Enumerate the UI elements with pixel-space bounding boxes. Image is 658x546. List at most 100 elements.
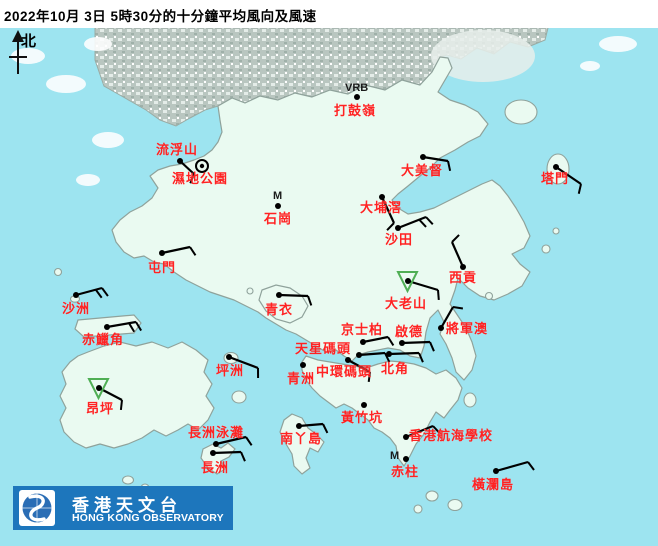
station-label-shek-kong: 石崗 — [264, 211, 293, 226]
wind-barb-shaft — [397, 215, 427, 230]
wind-barb-feather — [94, 289, 103, 299]
station-label-cheung-chau: 長洲 — [201, 460, 230, 475]
station-lamma-island — [296, 422, 329, 434]
station-dot — [399, 340, 405, 346]
station-dot — [403, 456, 409, 462]
wind-barb-feather — [432, 425, 441, 434]
station-label-ngong-ping: 昂坪 — [86, 401, 115, 416]
station-label-waglan-island: 橫瀾島 — [472, 477, 515, 492]
wind-barb-shaft — [495, 460, 529, 473]
station-stanley — [403, 456, 409, 462]
wind-barb-shaft — [555, 166, 582, 185]
station-dot — [354, 94, 360, 100]
map-new-territories — [111, 56, 531, 381]
station-dot — [405, 278, 411, 284]
hong-kong-base-map — [0, 28, 658, 546]
station-chek-lap-kok — [104, 320, 143, 333]
station-dot — [213, 441, 219, 447]
wind-barb-shaft — [362, 335, 389, 344]
station-label-kings-park: 京士柏 — [341, 322, 384, 337]
wind-barb-shaft — [161, 245, 191, 255]
wind-barb-feather — [367, 371, 371, 383]
station-flag-ta-kwu-ling: VRB — [345, 82, 369, 94]
wind-barb-feather — [418, 352, 424, 363]
station-central-pier — [345, 357, 371, 383]
wind-barb-feather — [425, 216, 434, 226]
wind-barb-feather — [189, 173, 195, 184]
station-dot — [276, 292, 282, 298]
wind-barb-shaft — [450, 241, 465, 268]
wind-barb-feather — [384, 352, 391, 363]
station-dot — [345, 357, 351, 363]
station-label-tap-mun: 塔門 — [541, 171, 570, 186]
station-label-tai-po-kau: 大埔滘 — [360, 200, 403, 215]
station-label-wetland-park: 濕地公園 — [172, 171, 229, 186]
station-label-tsing-yi: 青衣 — [265, 302, 294, 317]
wind-barb-shaft — [401, 340, 431, 345]
station-tseung-kwan-o — [438, 306, 464, 331]
wind-barb-shaft — [215, 435, 247, 446]
station-ta-kwu-ling — [354, 94, 360, 100]
station-north-point — [386, 351, 424, 363]
station-green-island — [300, 362, 306, 368]
station-kai-tak — [399, 340, 435, 352]
wind-barb-feather — [437, 289, 440, 301]
station-sai-kung — [450, 234, 466, 270]
hko-logo-name-zh: 香港天文台 — [72, 496, 182, 515]
map-canvas: 打鼓嶺 VRB 流浮山 濕地公園 石崗 M 大美督 塔門 大埔滘 沙田 屯門 西貢 大老山 沙洲 青衣 赤鱲角… — [0, 28, 658, 546]
wind-barb-feather — [447, 160, 452, 171]
station-dot — [395, 225, 401, 231]
wind-barb-feather — [527, 461, 535, 471]
wind-barb-shaft — [440, 306, 454, 329]
wind-barb-feather — [418, 218, 427, 228]
station-label-wong-chuk-hang: 黃竹坑 — [341, 410, 384, 425]
station-sha-chau — [73, 286, 109, 299]
calm-wind-icon — [195, 159, 209, 173]
station-wetland-park — [195, 159, 209, 173]
station-label-sha-chau: 沙洲 — [62, 301, 91, 316]
station-label-sha-tin: 沙田 — [385, 232, 414, 247]
station-dot — [438, 325, 444, 331]
wind-barb-feather — [429, 341, 435, 352]
station-tap-mun — [553, 164, 582, 194]
wind-barb-feather — [307, 295, 313, 306]
wind-barb-shaft — [75, 286, 103, 297]
map-lamma-island — [279, 413, 325, 475]
station-label-cheung-chau-beach: 長洲泳灘 — [188, 425, 245, 440]
station-dot — [493, 468, 499, 474]
station-waglan-island — [493, 460, 535, 474]
wind-barb-feather — [135, 321, 143, 332]
wind-barb-feather — [322, 423, 329, 434]
map-lantau-island — [59, 341, 215, 449]
station-shek-kong — [275, 203, 281, 209]
hko-logo-name-en: HONG KONG OBSERVATORY — [72, 512, 224, 524]
station-hk-sea-school — [403, 424, 441, 440]
station-label-hk-sea-school: 香港航海學校 — [409, 428, 494, 443]
station-dot — [96, 385, 102, 391]
station-layer — [73, 94, 582, 474]
station-label-peng-chau: 坪洲 — [216, 363, 245, 378]
wind-barb-shaft — [278, 293, 309, 298]
station-label-tai-mei-tuk: 大美督 — [401, 163, 444, 178]
wind-barb-feather — [240, 451, 246, 462]
station-label-central-pier: 中環碼頭 — [316, 364, 373, 379]
station-tai-po-kau — [379, 194, 395, 231]
wind-barb-shaft — [212, 450, 242, 455]
wind-barb-feather — [245, 436, 253, 446]
hko-logo: 香港天文台 HONG KONG OBSERVATORY — [13, 486, 233, 530]
station-dot — [296, 423, 302, 429]
wind-barb-shaft — [179, 160, 195, 175]
station-label-lamma-island: 南丫島 — [280, 431, 323, 446]
station-dot — [177, 158, 183, 164]
map-hong-kong-island — [301, 355, 463, 467]
station-dot — [403, 434, 409, 440]
wind-barb-shaft — [422, 155, 449, 163]
wind-barb-shaft — [381, 196, 395, 224]
station-label-kai-tak: 啟德 — [395, 324, 424, 339]
station-dot — [386, 351, 392, 357]
wind-barb-shaft — [405, 424, 434, 439]
hill-station-triangle-icon — [396, 271, 419, 294]
station-label-stanley: 赤柱 — [391, 464, 420, 479]
station-label-tuen-mun: 屯門 — [148, 260, 177, 275]
wind-barb-shaft — [388, 351, 420, 356]
